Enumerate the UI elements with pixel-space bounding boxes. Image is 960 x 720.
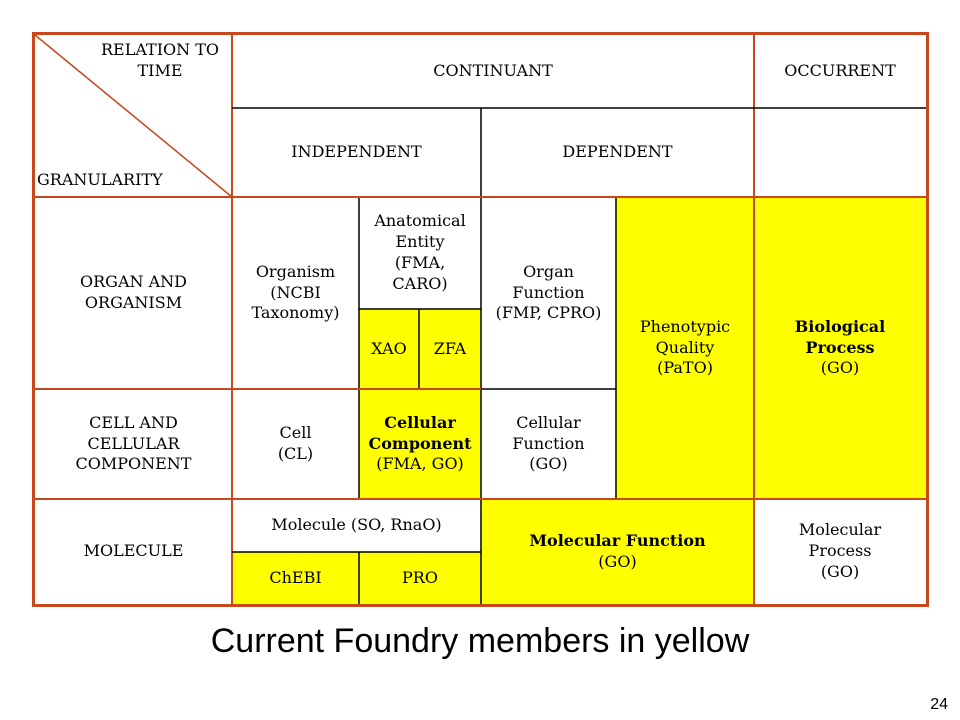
cell-organ-function: Organ Function (FMP, CPRO): [495, 261, 602, 323]
cell-xao: XAO: [359, 309, 419, 389]
cell-phenotypic-quality: Phenotypic Quality (PaTO): [616, 197, 754, 499]
cell-cellular-function: Cellular Function (GO): [512, 412, 585, 474]
cell-organism: Organism (NCBI Taxonomy): [251, 261, 340, 323]
table-border: [32, 32, 929, 607]
page-number: 24: [930, 696, 948, 713]
header-independent: INDEPENDENT: [291, 142, 422, 162]
header-dependent: DEPENDENT: [562, 142, 673, 162]
header-continuant: CONTINUANT: [433, 61, 553, 81]
cell-molecule: Molecule (SO, RnaO): [271, 515, 442, 535]
cell-molecular-process: Molecular Process (GO): [798, 520, 882, 581]
cell-chebi: ChEBI: [232, 552, 359, 604]
cell-zfa: ZFA: [419, 309, 481, 389]
cell-cellular-component: Cellular Component (FMA, GO): [359, 389, 481, 499]
cell-anatomical-entity: Anatomical Entity (FMA, CARO): [374, 211, 466, 293]
caption: Current Foundry members in yellow: [210, 622, 750, 660]
cell-pro: PRO: [359, 552, 481, 604]
row-label-organ: ORGAN AND ORGANISM: [80, 272, 187, 312]
row-label-molecule: MOLECULE: [83, 541, 184, 561]
header-occurrent: OCCURRENT: [784, 61, 896, 81]
cell-biological-process: Biological Process (GO): [754, 197, 926, 499]
cell-cell: Cell (CL): [277, 423, 314, 463]
cell-molecular-function: Molecular Function (GO): [481, 499, 754, 604]
row-label-cell: CELL AND CELLULAR COMPONENT: [75, 412, 192, 474]
